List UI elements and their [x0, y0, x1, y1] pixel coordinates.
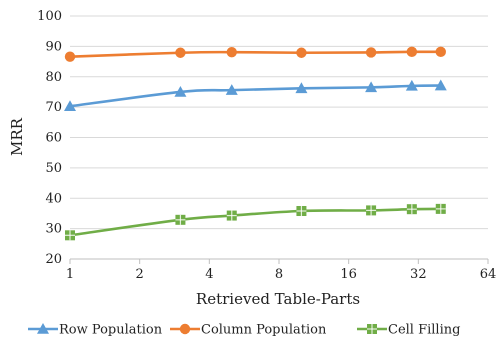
data-point: [435, 46, 446, 58]
series-row-population: [64, 79, 447, 112]
legend-label: Cell Filling: [388, 323, 460, 338]
data-point: [174, 85, 187, 97]
y-tick-label: 80: [45, 70, 62, 85]
series-line: [69, 84, 441, 108]
grid-lines: [70, 15, 488, 260]
series-group: [64, 46, 447, 241]
data-point: [405, 79, 418, 91]
legend-label: Row Population: [59, 323, 163, 338]
data-point: [434, 79, 447, 91]
legend-item: Row Population: [28, 323, 163, 338]
x-tick-label: 4: [205, 267, 213, 282]
data-point: [226, 46, 237, 58]
legend-label: Column Population: [201, 323, 327, 338]
x-tick-label: 16: [340, 267, 357, 282]
legend-item: Column Population: [170, 323, 327, 338]
data-point: [175, 47, 186, 58]
data-point: [406, 204, 417, 215]
y-tick-label: 100: [37, 9, 62, 24]
series-cell-filling: [65, 203, 446, 241]
data-point: [365, 81, 378, 93]
y-tick-label: 20: [45, 252, 62, 267]
data-point: [365, 47, 377, 58]
data-point: [226, 210, 237, 221]
y-axis-title: MRR: [8, 117, 26, 156]
y-tick-label: 60: [45, 131, 62, 146]
x-tick-label: 2: [136, 267, 144, 282]
axes: 20 30 40 50 60 70 80 90 100 1 2 4 8 16 32 64: [37, 9, 496, 282]
data-point: [64, 100, 76, 112]
data-point: [406, 46, 418, 58]
x-tick-label: 8: [275, 267, 283, 282]
data-point: [435, 203, 446, 214]
data-point: [295, 82, 308, 94]
legend-marker: [37, 323, 49, 334]
x-axis-title: Retrieved Table-Parts: [196, 290, 360, 308]
series-line: [69, 50, 441, 59]
legend: Row Population Column Population Cell Fill…: [28, 323, 460, 338]
legend-marker: [367, 324, 377, 334]
x-tick-label: 32: [410, 267, 427, 282]
series-column-population: [64, 46, 446, 62]
data-point: [65, 230, 75, 241]
data-point: [175, 214, 186, 225]
legend-item: Cell Filling: [357, 323, 460, 338]
series-line: [69, 207, 441, 237]
y-tick-label: 30: [45, 222, 62, 237]
data-point: [64, 51, 76, 62]
data-point: [366, 205, 377, 216]
y-tick-label: 40: [45, 191, 62, 206]
x-tick-label: 1: [66, 267, 74, 282]
data-point: [225, 84, 238, 95]
x-tick-label: 64: [480, 267, 497, 282]
y-tick-label: 70: [45, 100, 62, 115]
legend-marker: [179, 323, 191, 335]
data-point: [296, 47, 307, 58]
y-tick-label: 50: [45, 161, 62, 176]
y-tick-label: 90: [45, 39, 62, 54]
data-point: [296, 206, 307, 217]
